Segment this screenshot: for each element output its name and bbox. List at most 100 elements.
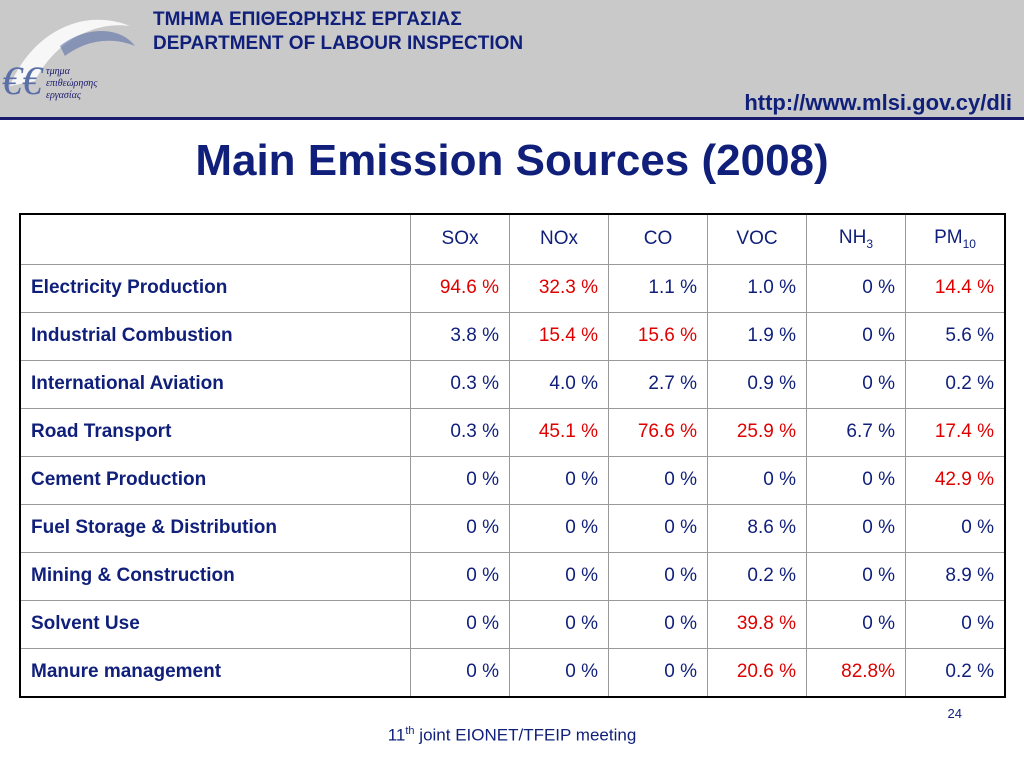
website-link[interactable]: http://www.mlsi.gov.cy/dli [744, 90, 1012, 115]
table-cell: 14.4 % [905, 263, 1006, 313]
table-cell: 0.2 % [905, 647, 1006, 697]
department-name-english: DEPARTMENT OF LABOUR INSPECTION [153, 33, 524, 54]
table-row: Electricity Production 94.6 % 32.3 % 1.1 % 1… [19, 263, 1006, 313]
table-cell: 0 % [509, 599, 609, 649]
table-cell: 0 % [509, 647, 609, 697]
emissions-table: SOx NOx CO VOC NH3 PM10 Electricity Productio… [19, 213, 1006, 698]
column-header-label: PM [934, 227, 963, 249]
table-body: Electricity Production 94.6 % 32.3 % 1.1 % 1… [19, 263, 1006, 697]
row-label: Cement Production [19, 455, 411, 505]
table-corner-cell [19, 213, 411, 265]
table-cell: 1.1 % [608, 263, 708, 313]
column-header-nox: NOx [509, 213, 609, 265]
table-cell: 17.4 % [905, 407, 1006, 457]
table-cell: 15.4 % [509, 311, 609, 361]
column-header-label: SOx [441, 228, 479, 250]
column-header-subscript: 3 [866, 237, 874, 252]
logo-text-3: εργασίας [46, 90, 82, 101]
table-row: Cement Production 0 % 0 % 0 % 0 % 0 % 42.9 % [19, 455, 1006, 505]
table-cell: 0 % [410, 599, 510, 649]
table-row: Solvent Use 0 % 0 % 0 % 39.8 % 0 % 0 % [19, 599, 1006, 649]
table-cell: 3.8 % [410, 311, 510, 361]
table-cell: 0 % [608, 599, 708, 649]
table-cell: 0.3 % [410, 407, 510, 457]
column-header-co: CO [608, 213, 708, 265]
footer-meeting: 11th joint EIONET/TFEIP meeting [0, 725, 1024, 746]
department-name-greek: ΤΜΗΜΑ ΕΠΙΘΕΩΡΗΣΗΣ ΕΡΓΑΣΙΑΣ [153, 9, 462, 30]
table-cell: 42.9 % [905, 455, 1006, 505]
row-label: Solvent Use [19, 599, 411, 649]
table-cell: 32.3 % [509, 263, 609, 313]
table-row: Road Transport 0.3 % 45.1 % 76.6 % 25.9 % 6.7… [19, 407, 1006, 457]
row-label: Electricity Production [19, 263, 411, 313]
logo-text-2: επιθεώρησης [46, 78, 98, 89]
row-label: Manure management [19, 647, 411, 697]
column-header-label: NH [838, 227, 867, 249]
footer-meeting-number: 11 [387, 725, 406, 745]
table-cell: 0 % [806, 263, 906, 313]
column-header-sox: SOx [410, 213, 510, 265]
column-header-label: CO [643, 228, 673, 250]
table-cell: 0.9 % [707, 359, 807, 409]
dli-logo: €€ τμημα επιθεώρησης εργασίας [0, 6, 140, 114]
footer-meeting-suffix: th [405, 725, 415, 737]
table-cell: 15.6 % [608, 311, 708, 361]
column-header-label: VOC [736, 228, 778, 250]
table-cell: 0 % [509, 455, 609, 505]
table-cell: 45.1 % [509, 407, 609, 457]
table-cell: 82.8% [806, 647, 906, 697]
header-bar: €€ τμημα επιθεώρησης εργασίας ΤΜΗΜΑ ΕΠΙΘ… [0, 0, 1024, 117]
table-cell: 0 % [410, 455, 510, 505]
footer-meeting-text: joint EIONET/TFEIP meeting [414, 725, 637, 745]
page-number: 24 [947, 706, 962, 721]
table-cell: 0 % [806, 503, 906, 553]
row-label: Industrial Combustion [19, 311, 411, 361]
table-cell: 76.6 % [608, 407, 708, 457]
table-row: Industrial Combustion 3.8 % 15.4 % 15.6 % 1.… [19, 311, 1006, 361]
table-row: Fuel Storage & Distribution 0 % 0 % 0 % 8.6 … [19, 503, 1006, 553]
table-cell: 6.7 % [806, 407, 906, 457]
table-cell: 8.6 % [707, 503, 807, 553]
table-cell: 0.3 % [410, 359, 510, 409]
row-label: Road Transport [19, 407, 411, 457]
table-cell: 8.9 % [905, 551, 1006, 601]
table-cell: 0 % [806, 599, 906, 649]
table-row: Mining & Construction 0 % 0 % 0 % 0.2 % 0 % 8.… [19, 551, 1006, 601]
table-cell: 0 % [410, 647, 510, 697]
table-row: Manure management 0 % 0 % 0 % 20.6 % 82.8% 0.2… [19, 647, 1006, 697]
table-cell: 0 % [806, 455, 906, 505]
slide-title: Main Emission Sources (2008) [195, 136, 829, 185]
row-label: Fuel Storage & Distribution [19, 503, 411, 553]
table-cell: 4.0 % [509, 359, 609, 409]
table-cell: 25.9 % [707, 407, 807, 457]
table-cell: 0 % [905, 503, 1006, 553]
table-cell: 20.6 % [707, 647, 807, 697]
table-cell: 0 % [806, 359, 906, 409]
header-divider [0, 117, 1024, 120]
table-cell: 39.8 % [707, 599, 807, 649]
column-header-subscript: 10 [962, 237, 976, 252]
table-cell: 94.6 % [410, 263, 510, 313]
svg-text:€€: €€ [2, 58, 44, 103]
table-cell: 1.9 % [707, 311, 807, 361]
table-cell: 0 % [608, 551, 708, 601]
table-header-row: SOx NOx CO VOC NH3 PM10 [19, 213, 1006, 265]
table-cell: 0 % [410, 551, 510, 601]
column-header-label: NOx [540, 228, 578, 250]
table-cell: 0 % [707, 455, 807, 505]
row-label: Mining & Construction [19, 551, 411, 601]
column-header-pm10: PM10 [905, 213, 1006, 265]
row-label: International Aviation [19, 359, 411, 409]
table-cell: 0.2 % [707, 551, 807, 601]
table-cell: 2.7 % [608, 359, 708, 409]
table-cell: 1.0 % [707, 263, 807, 313]
table-cell: 0 % [509, 551, 609, 601]
table-cell: 0 % [410, 503, 510, 553]
table-cell: 0 % [806, 311, 906, 361]
table-row: International Aviation 0.3 % 4.0 % 2.7 % 0.9… [19, 359, 1006, 409]
table-cell: 0.2 % [905, 359, 1006, 409]
table-cell: 0 % [905, 599, 1006, 649]
table-cell: 0 % [608, 503, 708, 553]
table-cell: 0 % [608, 455, 708, 505]
table-cell: 0 % [509, 503, 609, 553]
